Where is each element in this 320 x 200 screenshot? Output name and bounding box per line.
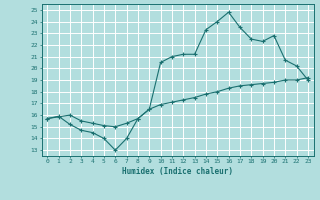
X-axis label: Humidex (Indice chaleur): Humidex (Indice chaleur) [122, 167, 233, 176]
